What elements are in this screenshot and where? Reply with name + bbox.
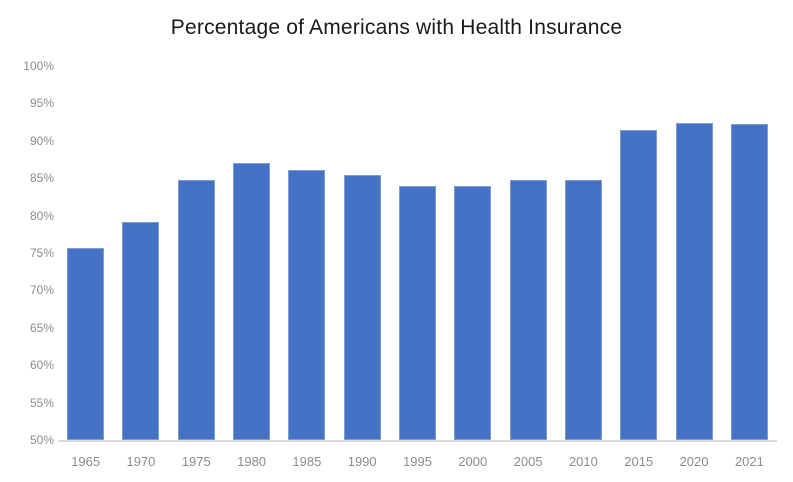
x-tick-label: 2000 bbox=[458, 454, 488, 469]
chart-title: Percentage of Americans with Health Insu… bbox=[170, 16, 623, 39]
y-tick-label: 100% bbox=[23, 59, 54, 73]
y-tick-label: 90% bbox=[29, 133, 54, 148]
x-tick-label: 1985 bbox=[292, 454, 322, 469]
x-tick-label: 2015 bbox=[624, 454, 654, 469]
x-tick-label: 1995 bbox=[403, 454, 432, 469]
bar-2020 bbox=[675, 122, 713, 440]
bar-1970 bbox=[122, 221, 160, 440]
bar-1985 bbox=[288, 169, 326, 440]
y-tick-label: 70% bbox=[29, 283, 54, 298]
x-tick-label: 1965 bbox=[71, 454, 101, 469]
x-tick-label: 1980 bbox=[237, 454, 267, 469]
bar-2000 bbox=[454, 185, 492, 440]
x-tick-label: 1990 bbox=[347, 454, 377, 469]
y-tick-label: 85% bbox=[29, 171, 54, 186]
x-tick-label: 1975 bbox=[181, 454, 211, 469]
bar-1975 bbox=[177, 179, 215, 440]
bar-1990 bbox=[343, 175, 381, 440]
y-tick-label: 65% bbox=[29, 320, 54, 335]
x-tick-label: 2021 bbox=[734, 454, 764, 469]
y-tick-label: 50% bbox=[29, 433, 54, 447]
y-tick-label: 75% bbox=[29, 246, 54, 260]
y-tick-label: 60% bbox=[29, 358, 54, 373]
y-tick-label: 55% bbox=[29, 395, 54, 410]
bar-2005 bbox=[509, 180, 547, 440]
bar-2010 bbox=[564, 179, 602, 440]
y-tick-label: 80% bbox=[29, 208, 54, 223]
bar-2015 bbox=[620, 129, 658, 440]
x-axis-line bbox=[58, 440, 777, 442]
x-tick-label: 1970 bbox=[126, 454, 156, 469]
x-tick-label: 2005 bbox=[513, 454, 543, 469]
bar-1995 bbox=[399, 186, 436, 440]
bar-1980 bbox=[233, 163, 271, 440]
x-tick-label: 2020 bbox=[679, 454, 709, 469]
bar-2021 bbox=[730, 123, 768, 440]
bar-1965 bbox=[67, 247, 105, 440]
y-tick-label: 95% bbox=[29, 96, 54, 111]
x-tick-label: 2010 bbox=[568, 454, 598, 469]
